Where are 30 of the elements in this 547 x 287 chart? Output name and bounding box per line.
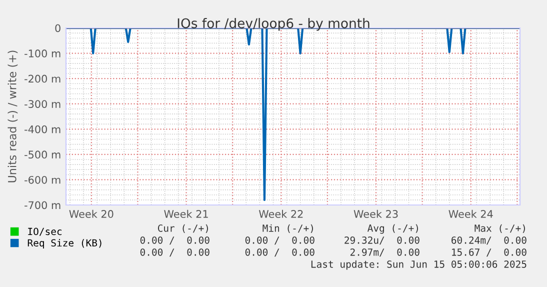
text: Last update: Sun Jun 15 05:00:06 2025 [311,260,526,270]
text: Min (-/+) [262,224,313,233]
text: Max (-/+) [474,224,525,233]
y-tick-label: -500 m [24,150,60,159]
text: 60.24m/ 0.00 [452,236,526,245]
y-tick-label: -100 m [24,50,60,58]
text: 15.67 / 0.00 [452,248,526,257]
text: Avg (-/+) [368,224,418,234]
text: 0.00 / 0.00 [140,248,210,257]
x-tick-label: Week 21 [164,210,208,218]
y-tick-label: -400 m [24,125,60,134]
text: 0.00 / 0.00 [245,236,314,245]
legend-label: IO/sec [28,228,62,236]
text: 0.00 / 0.00 [140,236,210,245]
x-tick-label: Week 22 [258,210,303,218]
x-tick-label: Week 23 [354,210,398,218]
text: 0.00 / 0.00 [245,248,314,257]
chart-title: IOs for /dev/loop6 - by month [178,18,370,31]
y-tick-label: 0 [55,24,60,32]
y-tick-label: -200 m [24,74,60,83]
legend-label: Req Size (KB) [28,239,102,248]
x-tick-label: Week 20 [69,210,114,218]
y-tick-label: -300 m [24,100,60,108]
y-axis-title: Units read (-) / write (+) [8,50,18,182]
text: 2.97m/ 0.00 [350,248,420,257]
y-tick-label: -600 m [24,176,60,184]
x-tick-label: Week 24 [448,210,493,218]
text: Cur (-/+) [158,224,208,233]
y-tick-label: -700 m [24,201,60,210]
text: 29.32u/ 0.00 [344,236,420,245]
